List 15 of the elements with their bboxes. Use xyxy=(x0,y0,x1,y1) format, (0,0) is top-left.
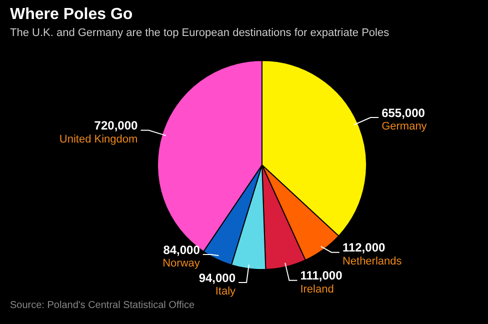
chart-title: Where Poles Go xyxy=(10,6,133,24)
data-label: 655,000 xyxy=(382,106,426,120)
slice-label: Ireland xyxy=(300,283,334,296)
data-label: 94,000 xyxy=(198,270,236,285)
data-label: 84,000 xyxy=(163,242,200,257)
slice-label: Germany xyxy=(382,120,428,133)
data-label: 111,000 xyxy=(300,268,343,283)
data-label: 112,000 xyxy=(342,240,386,255)
source-note: Source: Poland's Central Statistical Office xyxy=(10,300,195,311)
slice-label: Italy xyxy=(215,286,236,298)
slice-label: Netherlands xyxy=(342,255,402,268)
slice-label: United Kingdom xyxy=(59,133,138,146)
data-label: 720,000 xyxy=(94,118,138,133)
chart-subtitle: The U.K. and Germany are the top European destinations for expatriate Poles xyxy=(10,27,390,39)
slice-label: Norway xyxy=(162,258,200,270)
